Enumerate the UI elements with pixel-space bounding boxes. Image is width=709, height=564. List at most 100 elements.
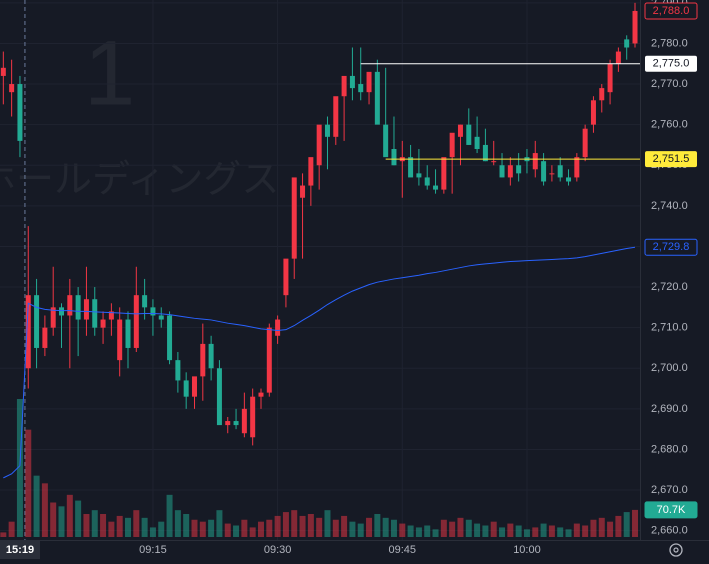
candle-body <box>83 299 89 320</box>
volume-bar <box>158 521 165 537</box>
volume-bar <box>41 483 48 537</box>
candle-body <box>566 177 572 182</box>
volume-bar <box>499 527 506 537</box>
candle-body <box>316 124 322 166</box>
volume-bar <box>598 517 605 537</box>
candle-body <box>25 295 31 369</box>
candle-body <box>92 299 98 328</box>
volume-bar <box>607 521 614 537</box>
y-tick-label: 2,720.0 <box>651 281 688 293</box>
volume-bar <box>457 517 464 537</box>
volume-bar <box>424 525 431 537</box>
volume-bar <box>515 525 522 537</box>
candle-body <box>341 75 347 97</box>
price-label: 70.7K <box>657 504 686 516</box>
volume-bar <box>490 521 497 537</box>
volume-bar <box>75 500 82 537</box>
candle-body <box>482 144 488 162</box>
volume-bar <box>440 519 447 537</box>
volume-bar <box>166 494 173 537</box>
candle-body <box>308 157 314 186</box>
candle-body <box>474 136 480 150</box>
volume-bar <box>241 519 248 537</box>
volume-bar <box>191 519 198 537</box>
candle-body <box>216 368 222 426</box>
x-tick-label: 09:45 <box>389 544 417 556</box>
volume-bar <box>224 523 231 537</box>
candle-body <box>59 307 65 316</box>
volume-bar <box>565 529 572 537</box>
candle-body <box>449 132 455 158</box>
candle-body <box>50 307 56 328</box>
candle-body <box>34 295 40 348</box>
candle-body <box>408 157 414 178</box>
volume-bar <box>582 525 589 537</box>
volume-bar <box>374 514 381 537</box>
candle-body <box>241 408 247 434</box>
candle-body <box>466 124 472 145</box>
candle-body <box>491 161 497 163</box>
y-tick-label: 2,700.0 <box>651 362 688 374</box>
candle-body <box>191 376 197 397</box>
price-label: 2,775.0 <box>653 58 690 70</box>
y-tick-label: 2,760.0 <box>651 119 688 131</box>
price-label: 2,729.8 <box>653 241 690 253</box>
volume-bar <box>532 527 539 537</box>
candle-body <box>167 315 173 361</box>
volume-bar <box>100 514 107 537</box>
price-label: 2,751.5 <box>653 153 690 165</box>
price-label-bg <box>644 238 698 256</box>
crosshair-label: 15:19 <box>6 544 34 556</box>
x-tick-label: 09:15 <box>139 544 167 556</box>
candle-body <box>624 39 630 48</box>
volume-bar <box>299 515 306 537</box>
candle-body <box>175 360 181 381</box>
volume-bar <box>590 519 597 537</box>
candle-body <box>9 84 15 93</box>
candle-body <box>275 319 281 336</box>
candle-body <box>158 315 164 320</box>
volume-bar <box>307 514 314 537</box>
candle-body <box>142 295 148 308</box>
candle-body <box>258 392 264 397</box>
candle-body <box>632 10 638 44</box>
y-tick-label: 2,740.0 <box>651 200 688 212</box>
volume-bar <box>623 512 630 537</box>
candle-body <box>582 128 588 158</box>
price-label-bg <box>644 2 698 20</box>
volume-bar <box>33 475 40 537</box>
settings-icon[interactable] <box>669 543 683 557</box>
candle-body <box>599 88 605 101</box>
y-tick-label: 2,660.0 <box>651 525 688 537</box>
volume-bar <box>266 519 273 537</box>
volume-bar <box>16 399 23 537</box>
price-label-bg <box>645 151 697 168</box>
candle-body <box>416 173 422 178</box>
candle-body <box>374 71 380 125</box>
volume-bar <box>407 525 414 537</box>
candle-body <box>250 396 256 438</box>
volume-bar <box>432 529 439 537</box>
candle-body <box>108 311 114 320</box>
volume-bar <box>208 519 215 537</box>
candle-body <box>100 319 106 328</box>
volume-bar <box>133 510 140 537</box>
watermark-name: ホールディングス <box>0 159 279 201</box>
volume-bar <box>482 525 489 537</box>
volume-bar <box>25 429 32 537</box>
candle-body <box>125 319 131 348</box>
price-label-bg <box>644 501 698 519</box>
candle-body <box>300 185 306 198</box>
candle-body <box>457 124 463 137</box>
volume-bar <box>50 502 57 537</box>
y-tick-label: 2,670.0 <box>651 484 688 496</box>
volume-bar <box>357 523 364 537</box>
candle-body <box>433 185 439 190</box>
volume-bar <box>233 525 240 537</box>
y-tick-label: 2,680.0 <box>651 443 688 455</box>
volume-bar <box>632 509 639 537</box>
volume-bar <box>399 523 406 537</box>
candle-body <box>283 258 289 296</box>
candle-body <box>183 380 189 397</box>
y-tick-label: 2,690.0 <box>651 403 688 415</box>
